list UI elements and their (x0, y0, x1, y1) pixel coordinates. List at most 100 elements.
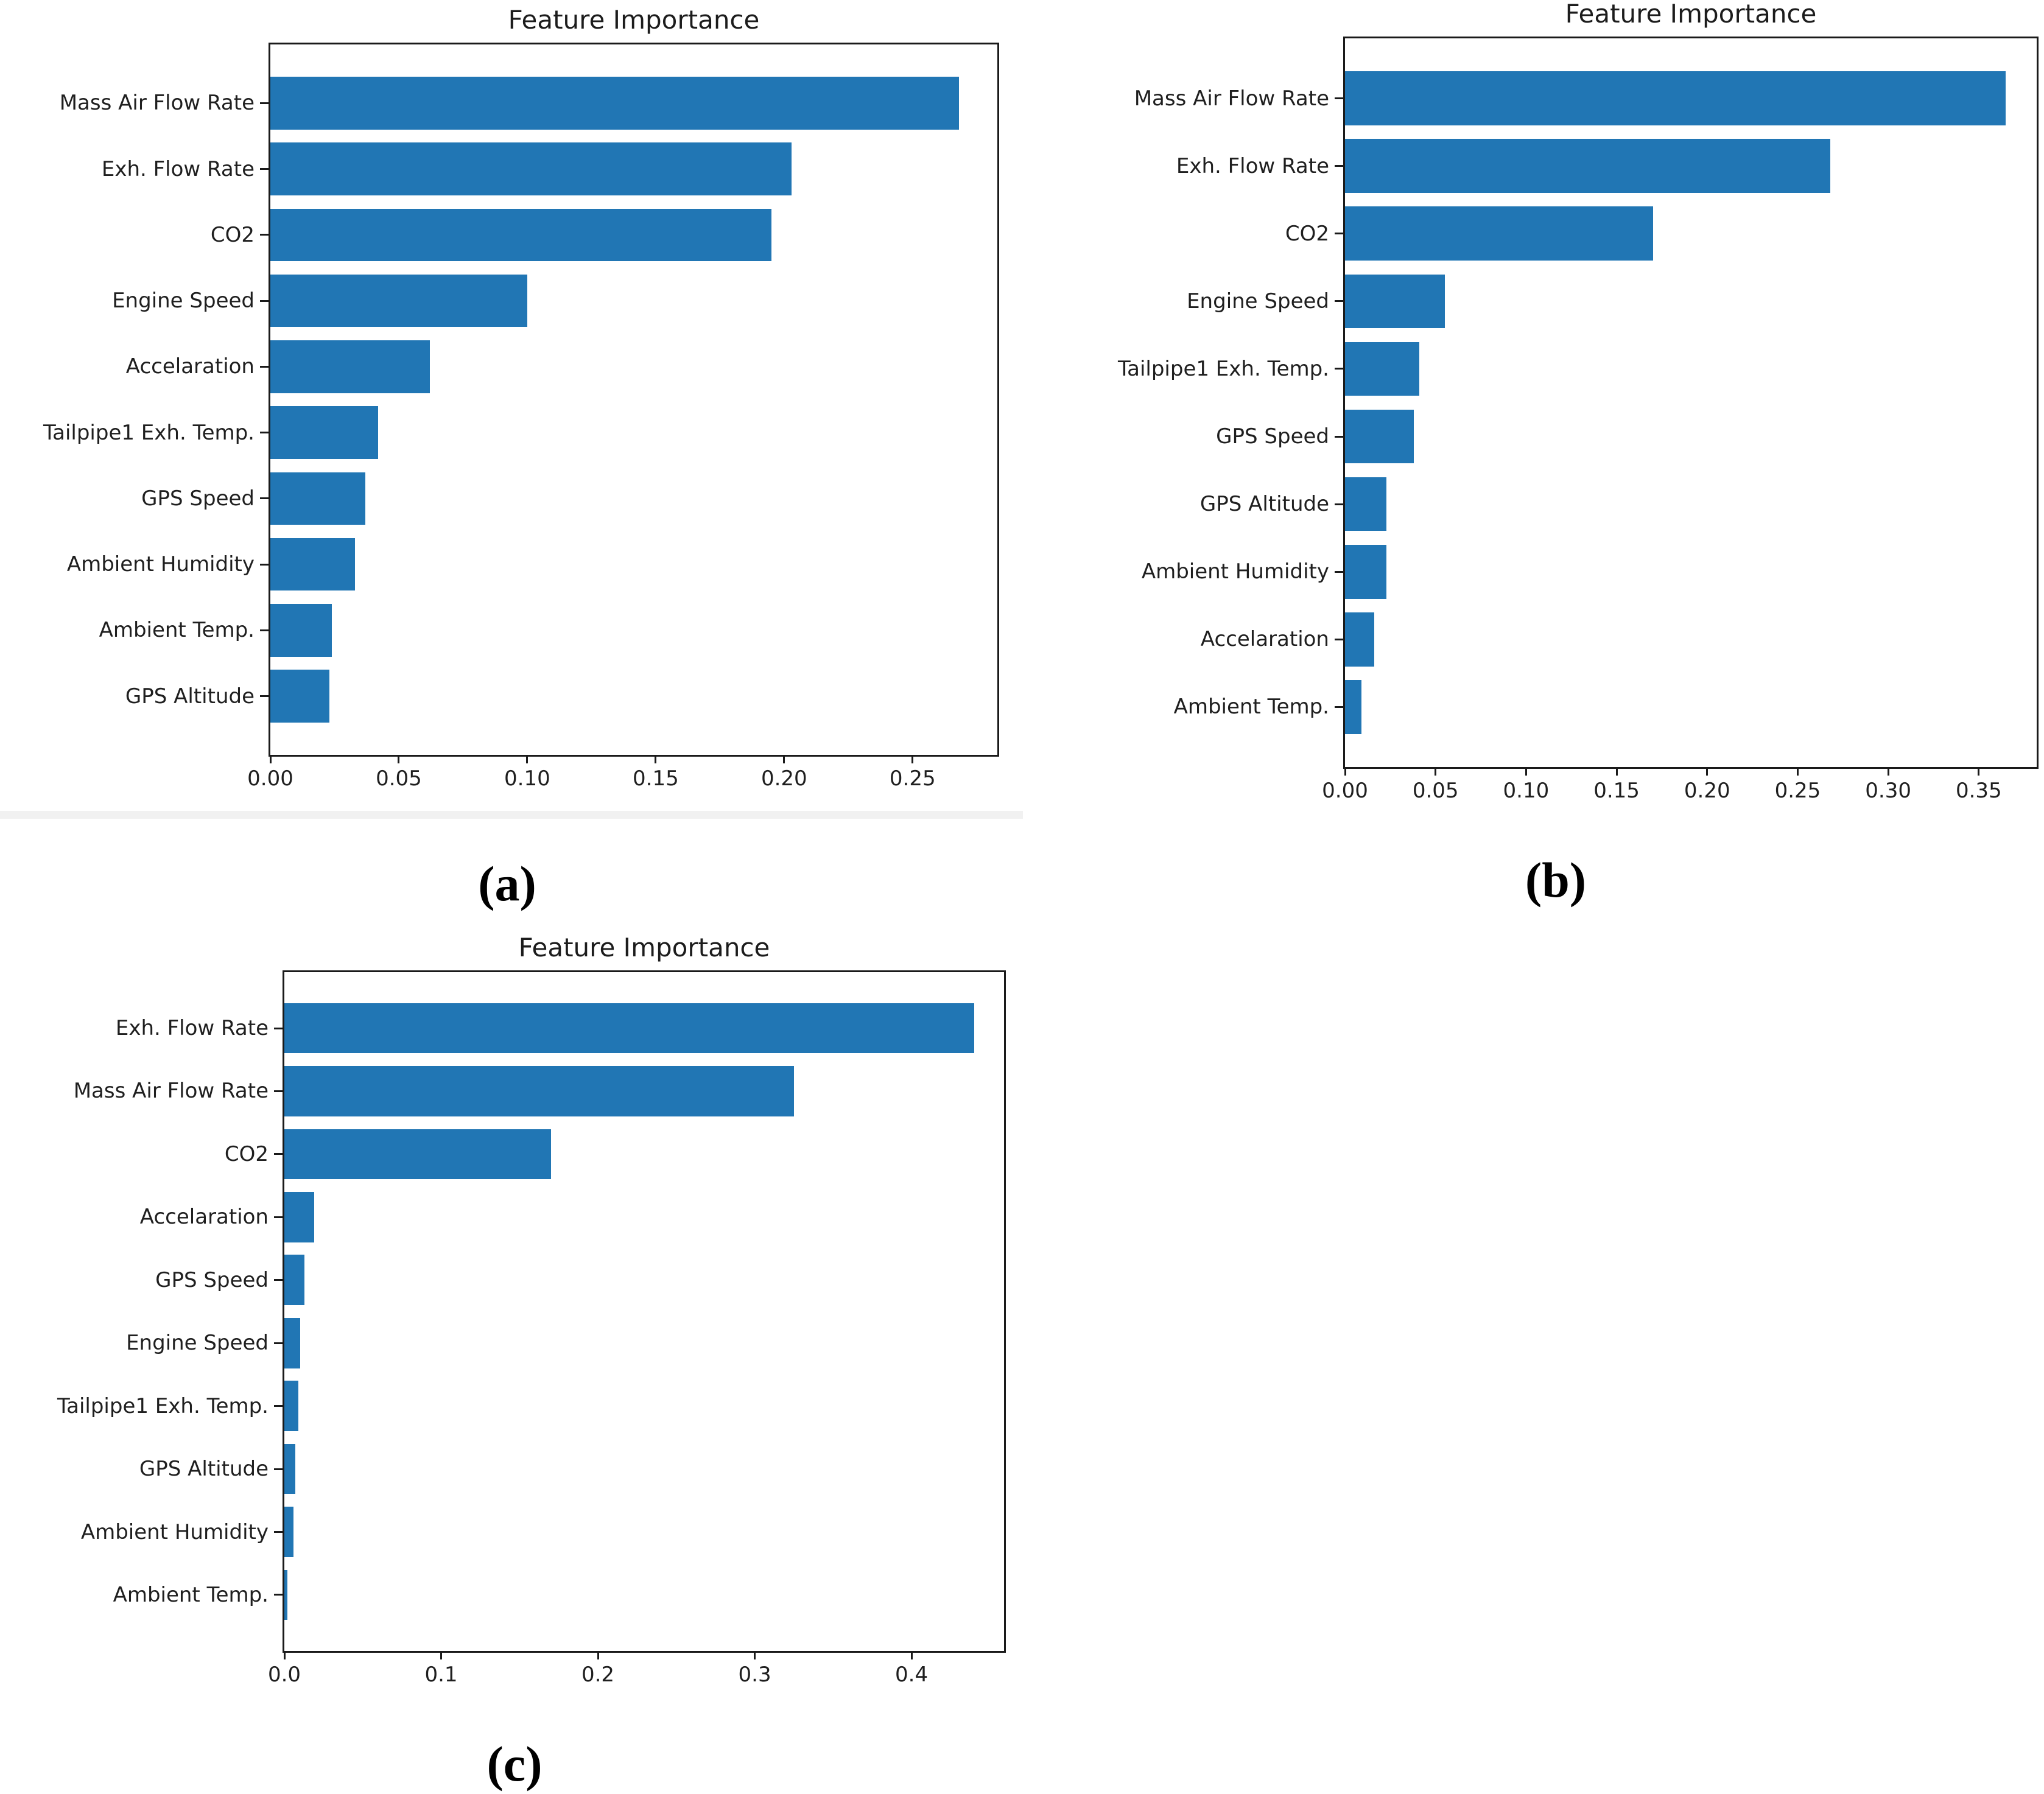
y-tick-mark (274, 1090, 283, 1092)
bar-tailpipe1-exh-temp (284, 1381, 299, 1431)
bar-mass-air-flow-rate (284, 1066, 794, 1116)
bar-co2 (1345, 206, 1653, 261)
bar-accelaration (1345, 612, 1374, 667)
y-category-label: Ambient Humidity (80, 1519, 269, 1544)
y-tick-mark (260, 629, 269, 631)
bar-exh-flow-rate (1345, 139, 1830, 194)
x-tick-label: 0.15 (1593, 779, 1640, 803)
x-tick-label: 0.25 (1774, 779, 1821, 803)
bar-mass-air-flow-rate (270, 77, 959, 130)
y-category-label: Engine Speed (1187, 289, 1329, 314)
x-tick-mark (1525, 767, 1527, 776)
y-tick-mark (1335, 300, 1343, 303)
y-tick-mark (274, 1342, 283, 1344)
bar-accelaration (270, 340, 430, 393)
x-tick-mark (783, 755, 785, 763)
bar-gps-altitude (1345, 477, 1387, 531)
x-tick-mark (1435, 767, 1437, 776)
y-category-label: CO2 (224, 1141, 269, 1166)
x-tick-label: 0.1 (424, 1663, 458, 1687)
x-tick-label: 0.25 (889, 766, 936, 791)
bar-co2 (270, 208, 771, 262)
y-category-label: GPS Altitude (1199, 492, 1329, 517)
x-tick-mark (754, 1651, 756, 1659)
y-tick-mark (1335, 97, 1343, 100)
selection-band-artifact (0, 811, 1023, 819)
y-category-label: Exh. Flow Rate (115, 1016, 269, 1041)
y-tick-mark (1335, 638, 1343, 640)
y-tick-mark (274, 1216, 283, 1218)
y-category-label: Accelaration (139, 1205, 269, 1230)
panel-caption: (a) (478, 856, 536, 911)
y-tick-mark (260, 168, 269, 170)
x-tick-mark (269, 755, 272, 763)
bar-gps-speed (1345, 409, 1414, 464)
y-category-label: Mass Air Flow Rate (1134, 86, 1329, 111)
y-category-label: CO2 (210, 222, 255, 247)
bar-gps-speed (284, 1255, 305, 1306)
bar-engine-speed (270, 274, 527, 328)
bar-gps-altitude (284, 1443, 296, 1494)
y-category-label: GPS Speed (155, 1267, 269, 1292)
y-tick-mark (260, 300, 269, 302)
y-category-label: Exh. Flow Rate (1176, 153, 1329, 178)
y-category-label: Accelaration (125, 354, 255, 379)
y-tick-mark (1335, 435, 1343, 438)
x-tick-mark (1978, 767, 1980, 776)
x-tick-label: 0.05 (1412, 779, 1459, 803)
x-tick-label: 0.0 (267, 1663, 301, 1687)
x-tick-label: 0.2 (581, 1663, 615, 1687)
y-category-label: Exh. Flow Rate (101, 156, 255, 181)
x-tick-mark (1887, 767, 1889, 776)
y-category-label: Tailpipe1 Exh. Temp. (1117, 356, 1329, 381)
y-category-label: Ambient Humidity (1141, 559, 1329, 584)
y-tick-mark (274, 1594, 283, 1596)
x-tick-label: 0.30 (1865, 779, 1911, 803)
y-tick-mark (1335, 368, 1343, 370)
y-category-label: Accelaration (1200, 627, 1329, 652)
x-tick-label: 0.10 (504, 766, 550, 791)
bar-mass-air-flow-rate (1345, 71, 2006, 126)
bar-tailpipe1-exh-temp (270, 406, 379, 459)
y-tick-mark (260, 102, 269, 104)
bar-exh-flow-rate (284, 1003, 975, 1054)
bar-gps-altitude (270, 670, 330, 723)
bar-ambient-humidity (284, 1507, 294, 1557)
y-tick-mark (260, 563, 269, 566)
y-tick-mark (1335, 165, 1343, 167)
x-tick-mark (1615, 767, 1618, 776)
bar-engine-speed (284, 1317, 300, 1368)
bar-tailpipe1-exh-temp (1345, 342, 1419, 396)
y-category-label: Ambient Humidity (66, 552, 255, 577)
x-tick-mark (283, 1651, 286, 1659)
y-category-label: GPS Altitude (139, 1457, 269, 1482)
x-tick-label: 0.00 (247, 766, 293, 791)
y-tick-mark (274, 1279, 283, 1281)
x-tick-mark (398, 755, 400, 763)
y-category-label: Ambient Temp. (99, 618, 255, 643)
y-category-label: GPS Speed (141, 486, 255, 511)
y-category-label: Engine Speed (126, 1331, 269, 1356)
y-tick-mark (274, 1153, 283, 1155)
x-tick-mark (440, 1651, 443, 1659)
bar-exh-flow-rate (270, 142, 792, 195)
y-category-label: Tailpipe1 Exh. Temp. (43, 420, 255, 445)
x-tick-label: 0.15 (633, 766, 679, 791)
x-tick-label: 0.20 (760, 766, 807, 791)
x-tick-mark (1344, 767, 1346, 776)
plot-area: Mass Air Flow Rate Exh. Flow Rate CO2 Engin… (43, 43, 999, 789)
x-tick-label: 0.3 (738, 1663, 771, 1687)
y-category-label: Tailpipe1 Exh. Temp. (57, 1393, 269, 1418)
y-tick-mark (274, 1405, 283, 1407)
y-tick-mark (260, 695, 269, 698)
panel-caption: (b) (1525, 852, 1587, 908)
chart-title: Feature Importance (518, 933, 770, 962)
y-category-label: Mass Air Flow Rate (73, 1079, 269, 1104)
x-tick-mark (910, 1651, 913, 1659)
plot-area: Exh. Flow Rate Mass Air Flow Rate CO2 Accel… (57, 970, 1006, 1685)
plot-area: Mass Air Flow Rate Exh. Flow Rate CO2 Engin… (1118, 37, 2039, 801)
y-category-label: GPS Altitude (125, 684, 255, 709)
